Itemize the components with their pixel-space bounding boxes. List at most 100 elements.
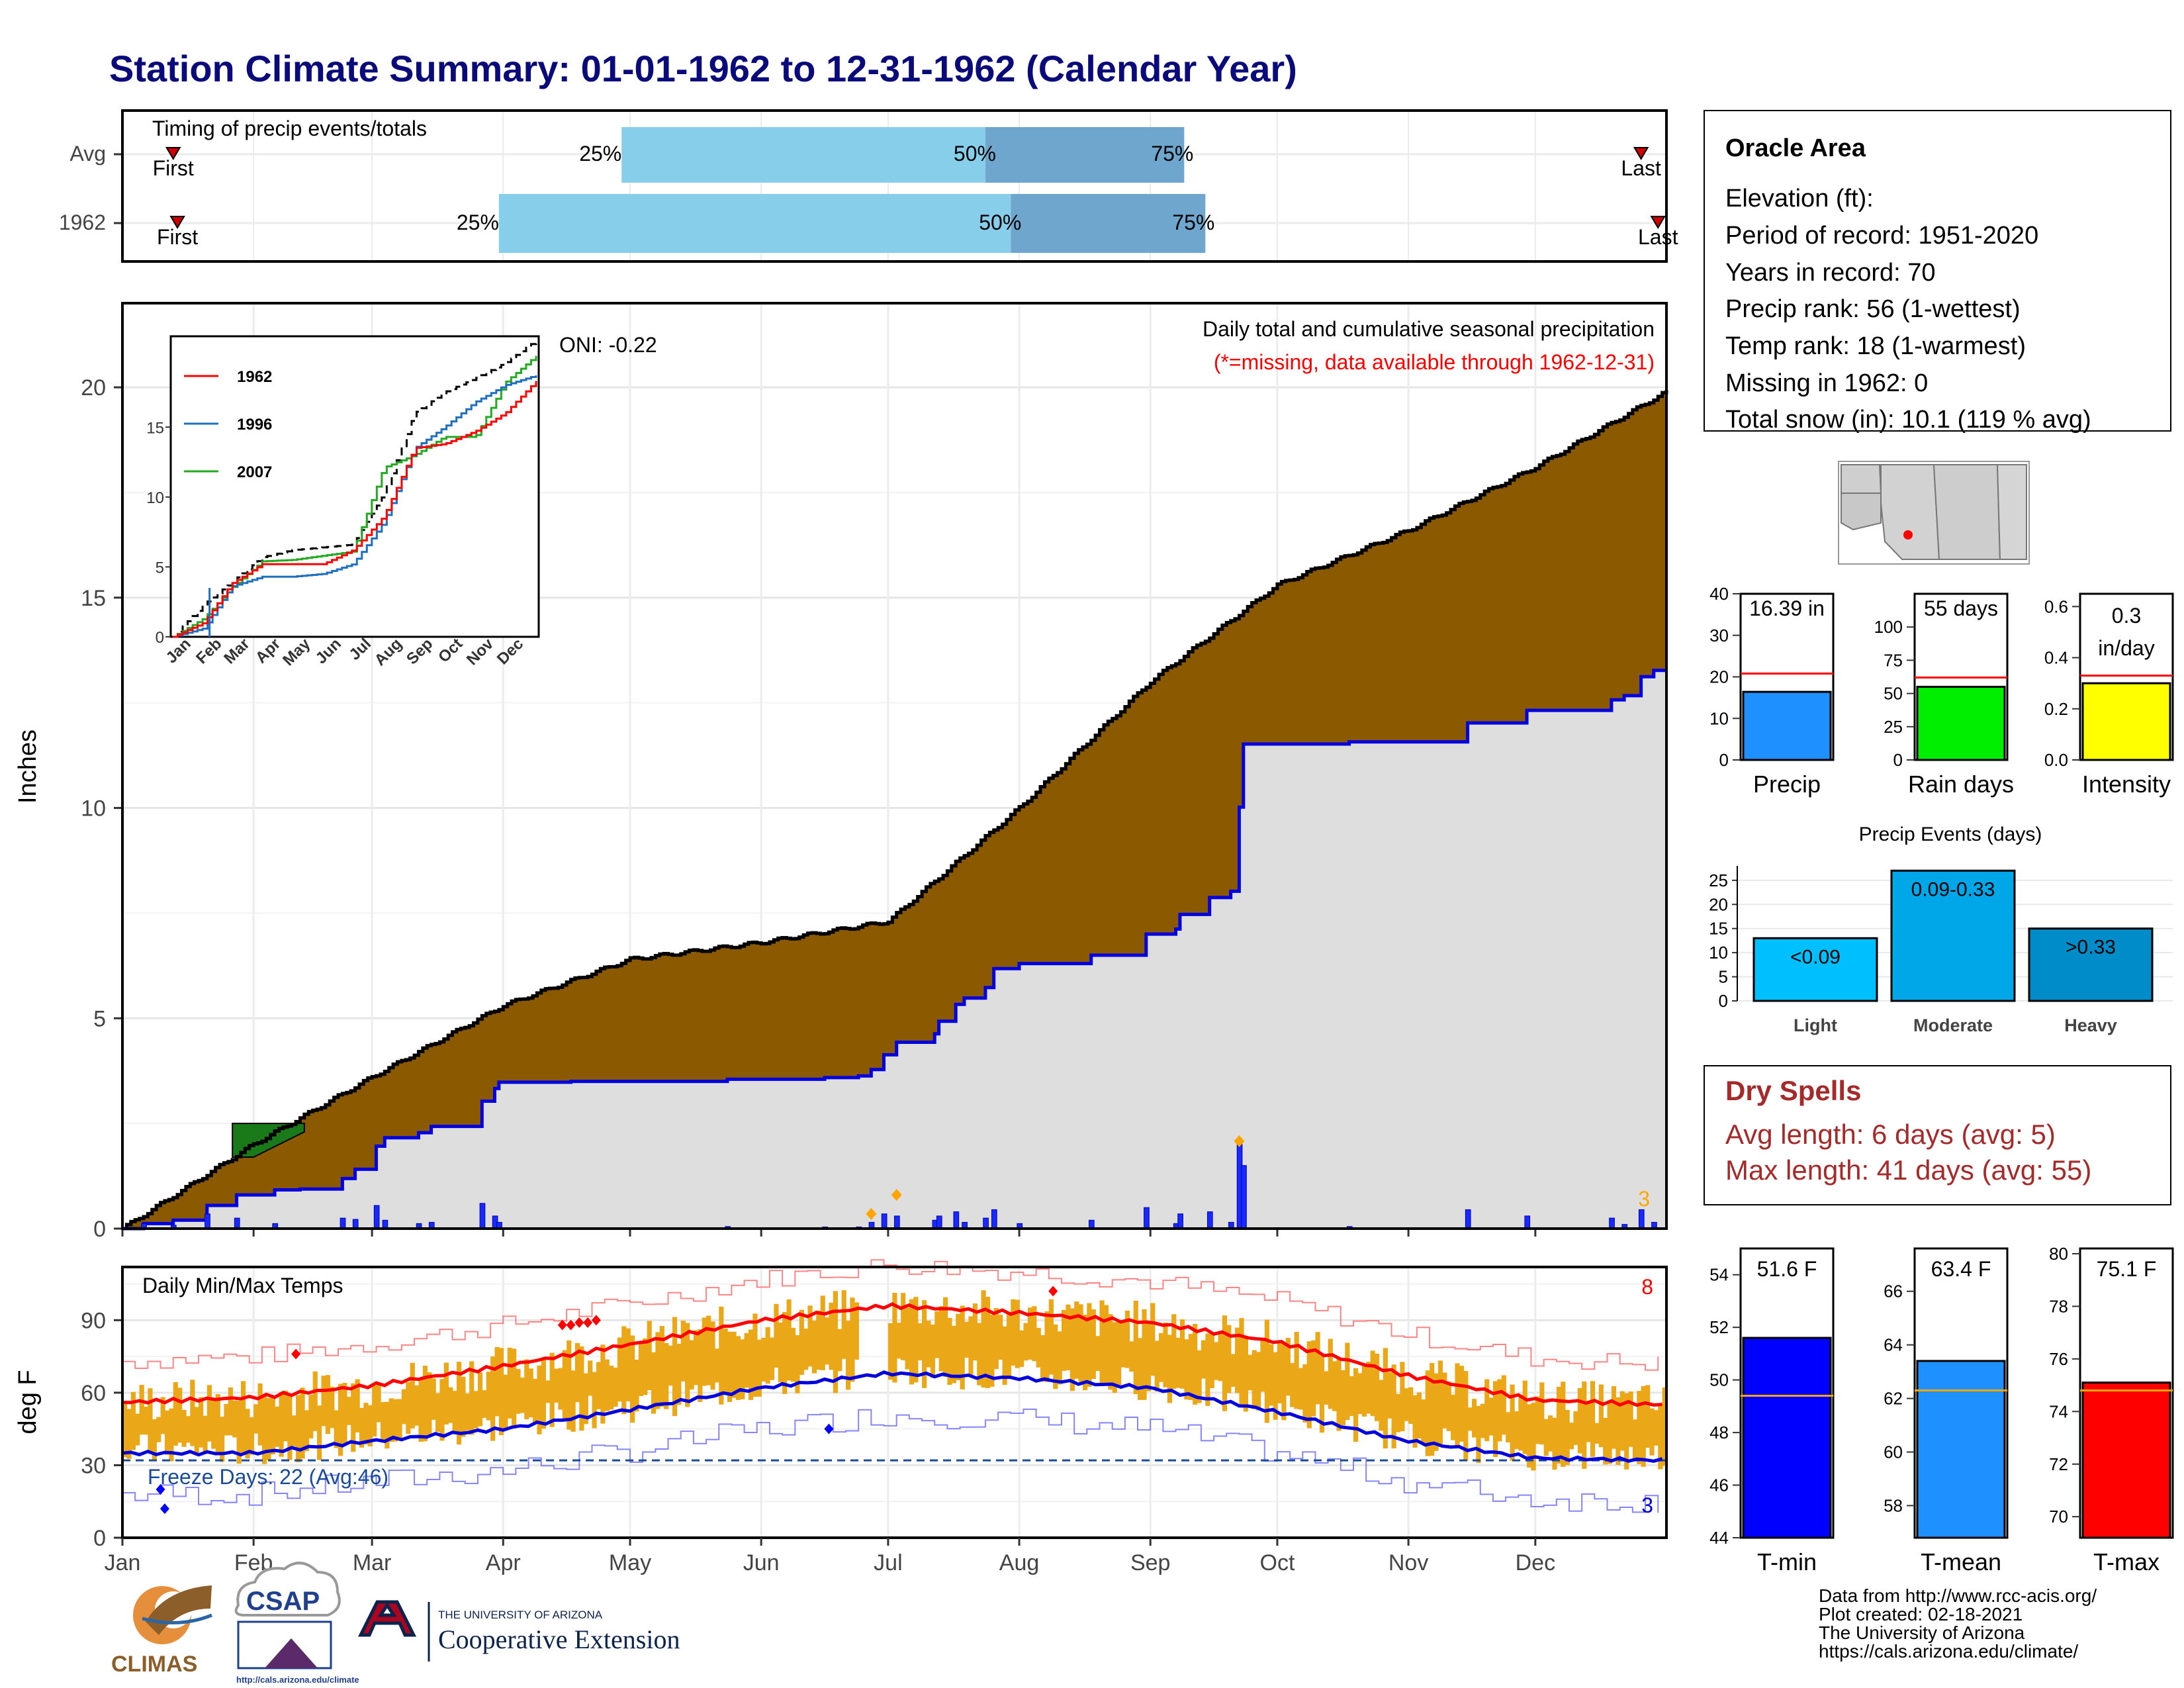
temp-bar-value [2081, 1382, 2171, 1539]
daily-temp-bar [1345, 1342, 1350, 1421]
daily-temp-bar [1032, 1306, 1037, 1362]
timing-marker-triangle [1633, 147, 1649, 160]
record-high-marker [291, 1348, 301, 1360]
daily-temp-bar [756, 1339, 762, 1397]
daily-temp-bar [393, 1399, 398, 1442]
daily-temp-bar [215, 1394, 220, 1454]
daily-temp-bar [516, 1369, 521, 1414]
daily-temp-bar [126, 1409, 132, 1459]
daily-temp-bar [1142, 1309, 1147, 1400]
daily-temp-bar [533, 1378, 538, 1423]
daily-temp-bar [503, 1374, 508, 1430]
daily-temp-bar [461, 1376, 466, 1437]
daily-temp-bar [275, 1406, 280, 1447]
temp-bar-tick-label: 78 [2049, 1296, 2068, 1316]
temp-bar-tick-label: 72 [2049, 1454, 2068, 1474]
precip-ytick-label: 20 [81, 375, 106, 400]
daily-temp-bar [989, 1315, 995, 1387]
daily-temp-bar [1451, 1394, 1456, 1440]
daily-temp-bar [346, 1397, 351, 1425]
precip-header: Daily total and cumulative seasonal prec… [1203, 317, 1655, 341]
timing-marker-triangle [169, 216, 185, 229]
mini-bar-tick-label: 0.4 [2044, 648, 2068, 668]
daily-temp-bar [406, 1382, 411, 1434]
daily-temp-bar [351, 1383, 356, 1452]
daily-temp-bar [1611, 1386, 1617, 1449]
daily-precip-bar [881, 1213, 887, 1229]
daily-temp-bar [638, 1342, 643, 1397]
daily-temp-bar [938, 1306, 944, 1372]
daily-temp-bar [185, 1416, 191, 1443]
daily-temp-bar [854, 1302, 859, 1360]
daily-precip-bar [234, 1217, 240, 1229]
events-bar [2028, 927, 2154, 1002]
daily-temp-bar [643, 1338, 648, 1395]
inset-legend-label: 1996 [237, 416, 272, 434]
daily-temp-bar [355, 1379, 360, 1432]
daily-temp-bar [1011, 1299, 1016, 1366]
mini-bar-value [2081, 682, 2171, 761]
timing-first-label: First [153, 156, 194, 180]
daily-temp-bar [803, 1329, 809, 1370]
timing-row-label-avg: Avg [69, 142, 106, 165]
mini-bar-label: Intensity [2082, 771, 2171, 798]
daily-temp-bar [710, 1321, 715, 1390]
daily-temp-bar [439, 1379, 445, 1441]
record-low-marker [156, 1483, 165, 1495]
month-label: Mar [353, 1550, 392, 1575]
temp-ytick-label: 60 [81, 1381, 106, 1406]
daily-temp-bar [363, 1403, 369, 1445]
month-label: Nov [1388, 1550, 1428, 1575]
precip-ytick-label: 15 [81, 586, 106, 611]
temp-bar-tick-label: 64 [1884, 1335, 1903, 1355]
daily-temp-bar [1353, 1368, 1359, 1442]
mini-bar-tick-label: 30 [1709, 626, 1729, 645]
events-category-label: Light [1794, 1015, 1837, 1035]
daily-temp-bar [1430, 1363, 1435, 1456]
timing-q25-label: 25% [457, 211, 499, 234]
daily-temp-bar [1374, 1353, 1380, 1421]
footer-line: The University of Arizona [1819, 1622, 2025, 1643]
daily-temp-bar [240, 1381, 246, 1456]
daily-temp-bar [477, 1372, 483, 1427]
daily-temp-bar [1095, 1336, 1101, 1372]
daily-temp-bar [338, 1383, 343, 1456]
timing-marker-triangle [165, 147, 181, 160]
daily-temp-bar [1387, 1372, 1392, 1419]
daily-temp-bar [816, 1310, 821, 1370]
daily-temp-bar [574, 1342, 580, 1403]
daily-temp-bar [744, 1333, 749, 1388]
daily-temp-bar [334, 1410, 339, 1448]
daily-temp-bar [330, 1386, 335, 1429]
daily-temp-bar [1277, 1342, 1283, 1404]
daily-temp-bar [203, 1415, 208, 1454]
daily-temp-bar [1002, 1326, 1007, 1385]
daily-temp-bar [177, 1387, 183, 1443]
daily-temp-bar [693, 1330, 699, 1385]
daily-temp-bar [1061, 1309, 1067, 1371]
timing-q25-label: 25% [579, 142, 621, 165]
daily-temp-bar [422, 1366, 428, 1442]
daily-temp-bar [1167, 1335, 1172, 1403]
daily-temp-bar [376, 1383, 381, 1423]
daily-temp-bar [1467, 1407, 1473, 1431]
daily-temp-bar [1383, 1348, 1388, 1449]
daily-temp-bar [1248, 1354, 1253, 1391]
daily-temp-bar [748, 1329, 754, 1400]
daily-temp-bar [1298, 1368, 1304, 1410]
timing-last-label: Last [1621, 156, 1661, 180]
daily-temp-bar [498, 1348, 504, 1436]
precip-missing-note: (*=missing, data available through 1962-… [1214, 350, 1655, 374]
daily-temp-bar [981, 1290, 986, 1388]
daily-temp-bar [647, 1321, 652, 1390]
daily-temp-bar [321, 1376, 326, 1427]
daily-temp-bar [367, 1405, 373, 1446]
daily-temp-bar [372, 1385, 377, 1437]
daily-temp-bar [1040, 1335, 1046, 1382]
csap-logo: CSAP http://cals.arizona.edu/climate [234, 1562, 359, 1685]
daily-temp-bar [1340, 1370, 1346, 1426]
footer-line: Plot created: 02-18-2021 [1819, 1604, 2023, 1624]
timing-avg-q50-q75-bar [985, 127, 1185, 183]
daily-temp-bar [283, 1390, 289, 1442]
